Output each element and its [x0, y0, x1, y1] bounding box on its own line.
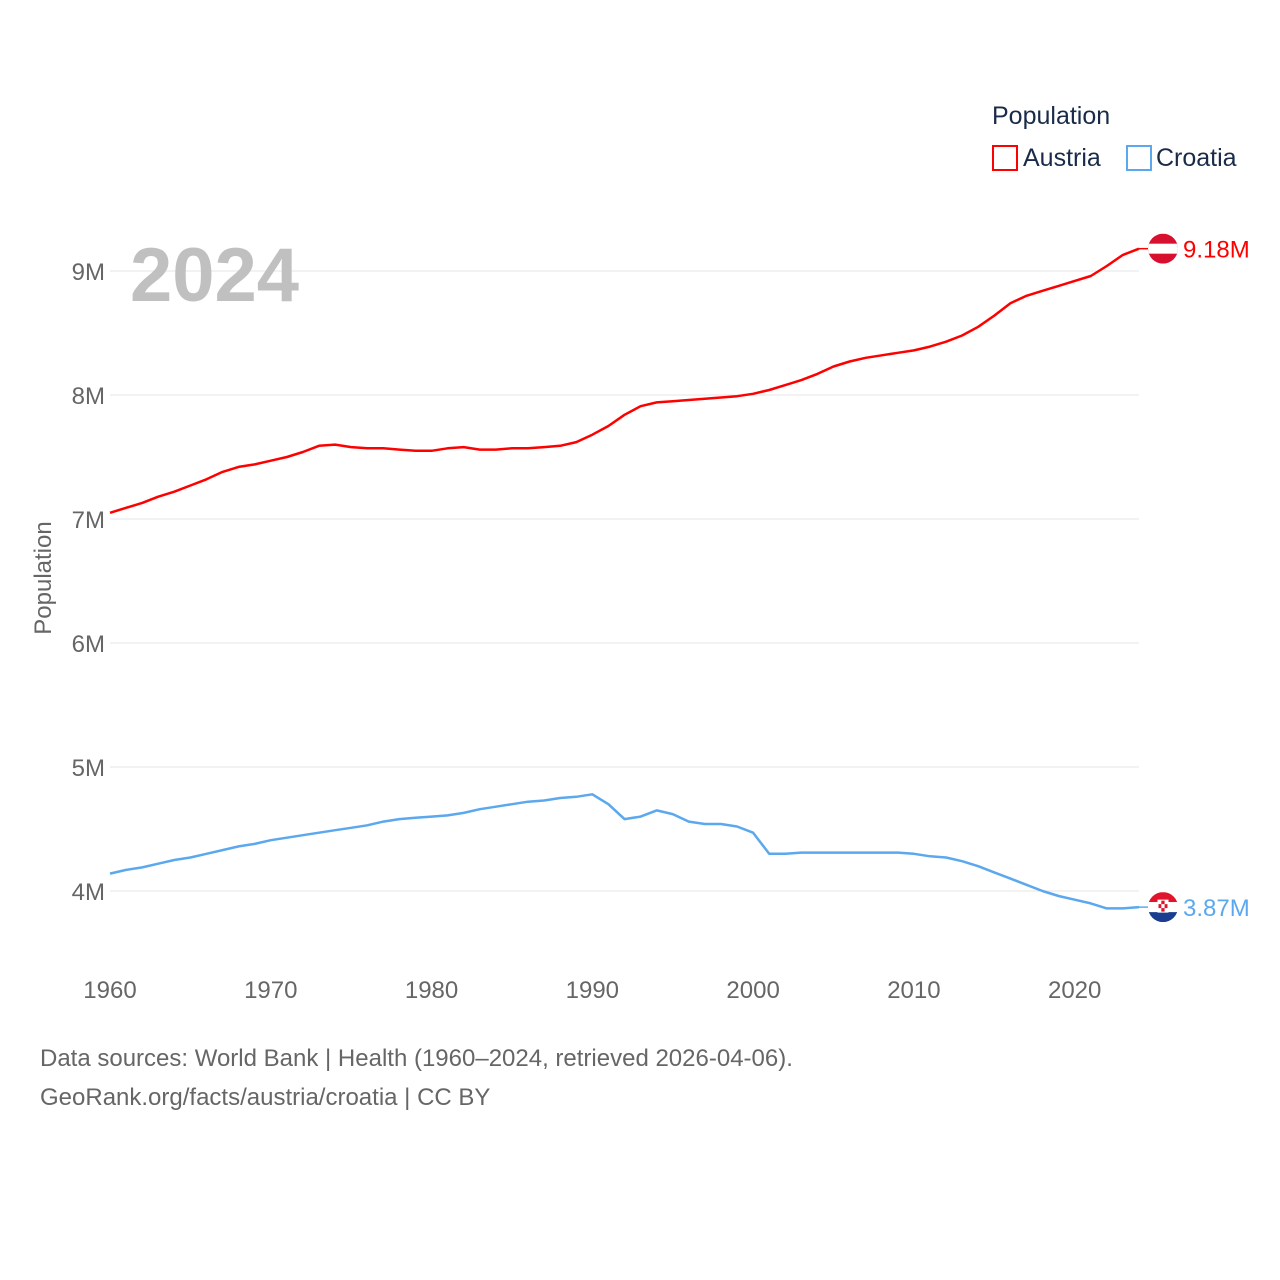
y-tick-label: 7M	[72, 507, 105, 534]
end-value-label-austria: 9.18M	[1183, 237, 1250, 264]
legend-label-croatia: Croatia	[1156, 144, 1237, 172]
attribution-link[interactable]: GeoRank.org/facts/austria/croatia | CC B…	[40, 1084, 491, 1111]
flag-stripes	[1148, 892, 1178, 923]
y-tick-label: 4M	[72, 879, 105, 906]
coat-checker	[1158, 908, 1162, 913]
series-line-croatia	[109, 793, 1140, 910]
x-tick-label: 1960	[83, 977, 136, 1004]
legend-title: Population	[992, 102, 1110, 130]
x-tick-label: 2010	[887, 977, 940, 1004]
y-tick-label: 8M	[72, 383, 105, 410]
x-tick-label: 1990	[566, 977, 619, 1004]
y-tick-label: 5M	[72, 755, 105, 782]
legend-swatch-croatia	[1126, 145, 1152, 171]
x-tick-label: 1970	[244, 977, 297, 1004]
y-tick-label: 6M	[72, 631, 105, 658]
y-axis-label: Population	[30, 521, 57, 634]
end-value-label-croatia: 3.87M	[1183, 895, 1250, 922]
x-tick-label: 2000	[726, 977, 779, 1004]
year-watermark: 2024	[130, 233, 299, 318]
x-tick-label: 1980	[405, 977, 458, 1004]
legend-item-croatia[interactable]: Croatia	[1126, 144, 1237, 172]
croatia-flag-icon	[1148, 892, 1178, 923]
coat-checker	[1164, 908, 1168, 913]
legend-item-austria[interactable]: Austria	[992, 144, 1101, 172]
flag-stripe-red	[1148, 892, 1178, 903]
coat-checker	[1158, 900, 1162, 905]
flag-stripe-white	[1148, 243, 1178, 254]
data-source-note: Data sources: World Bank | Health (1960–…	[40, 1045, 793, 1072]
flag-stripe-blue	[1148, 912, 1178, 923]
y-tick-label: 9M	[72, 259, 105, 286]
x-tick-label: 2020	[1048, 977, 1101, 1004]
flag-stripes	[1148, 233, 1178, 264]
coat-checker	[1161, 904, 1165, 909]
series-line-austria	[109, 247, 1140, 514]
legend-label-austria: Austria	[1023, 144, 1101, 172]
coat-checker	[1164, 900, 1168, 905]
legend-swatch-austria	[992, 145, 1018, 171]
austria-flag-icon	[1148, 233, 1178, 264]
